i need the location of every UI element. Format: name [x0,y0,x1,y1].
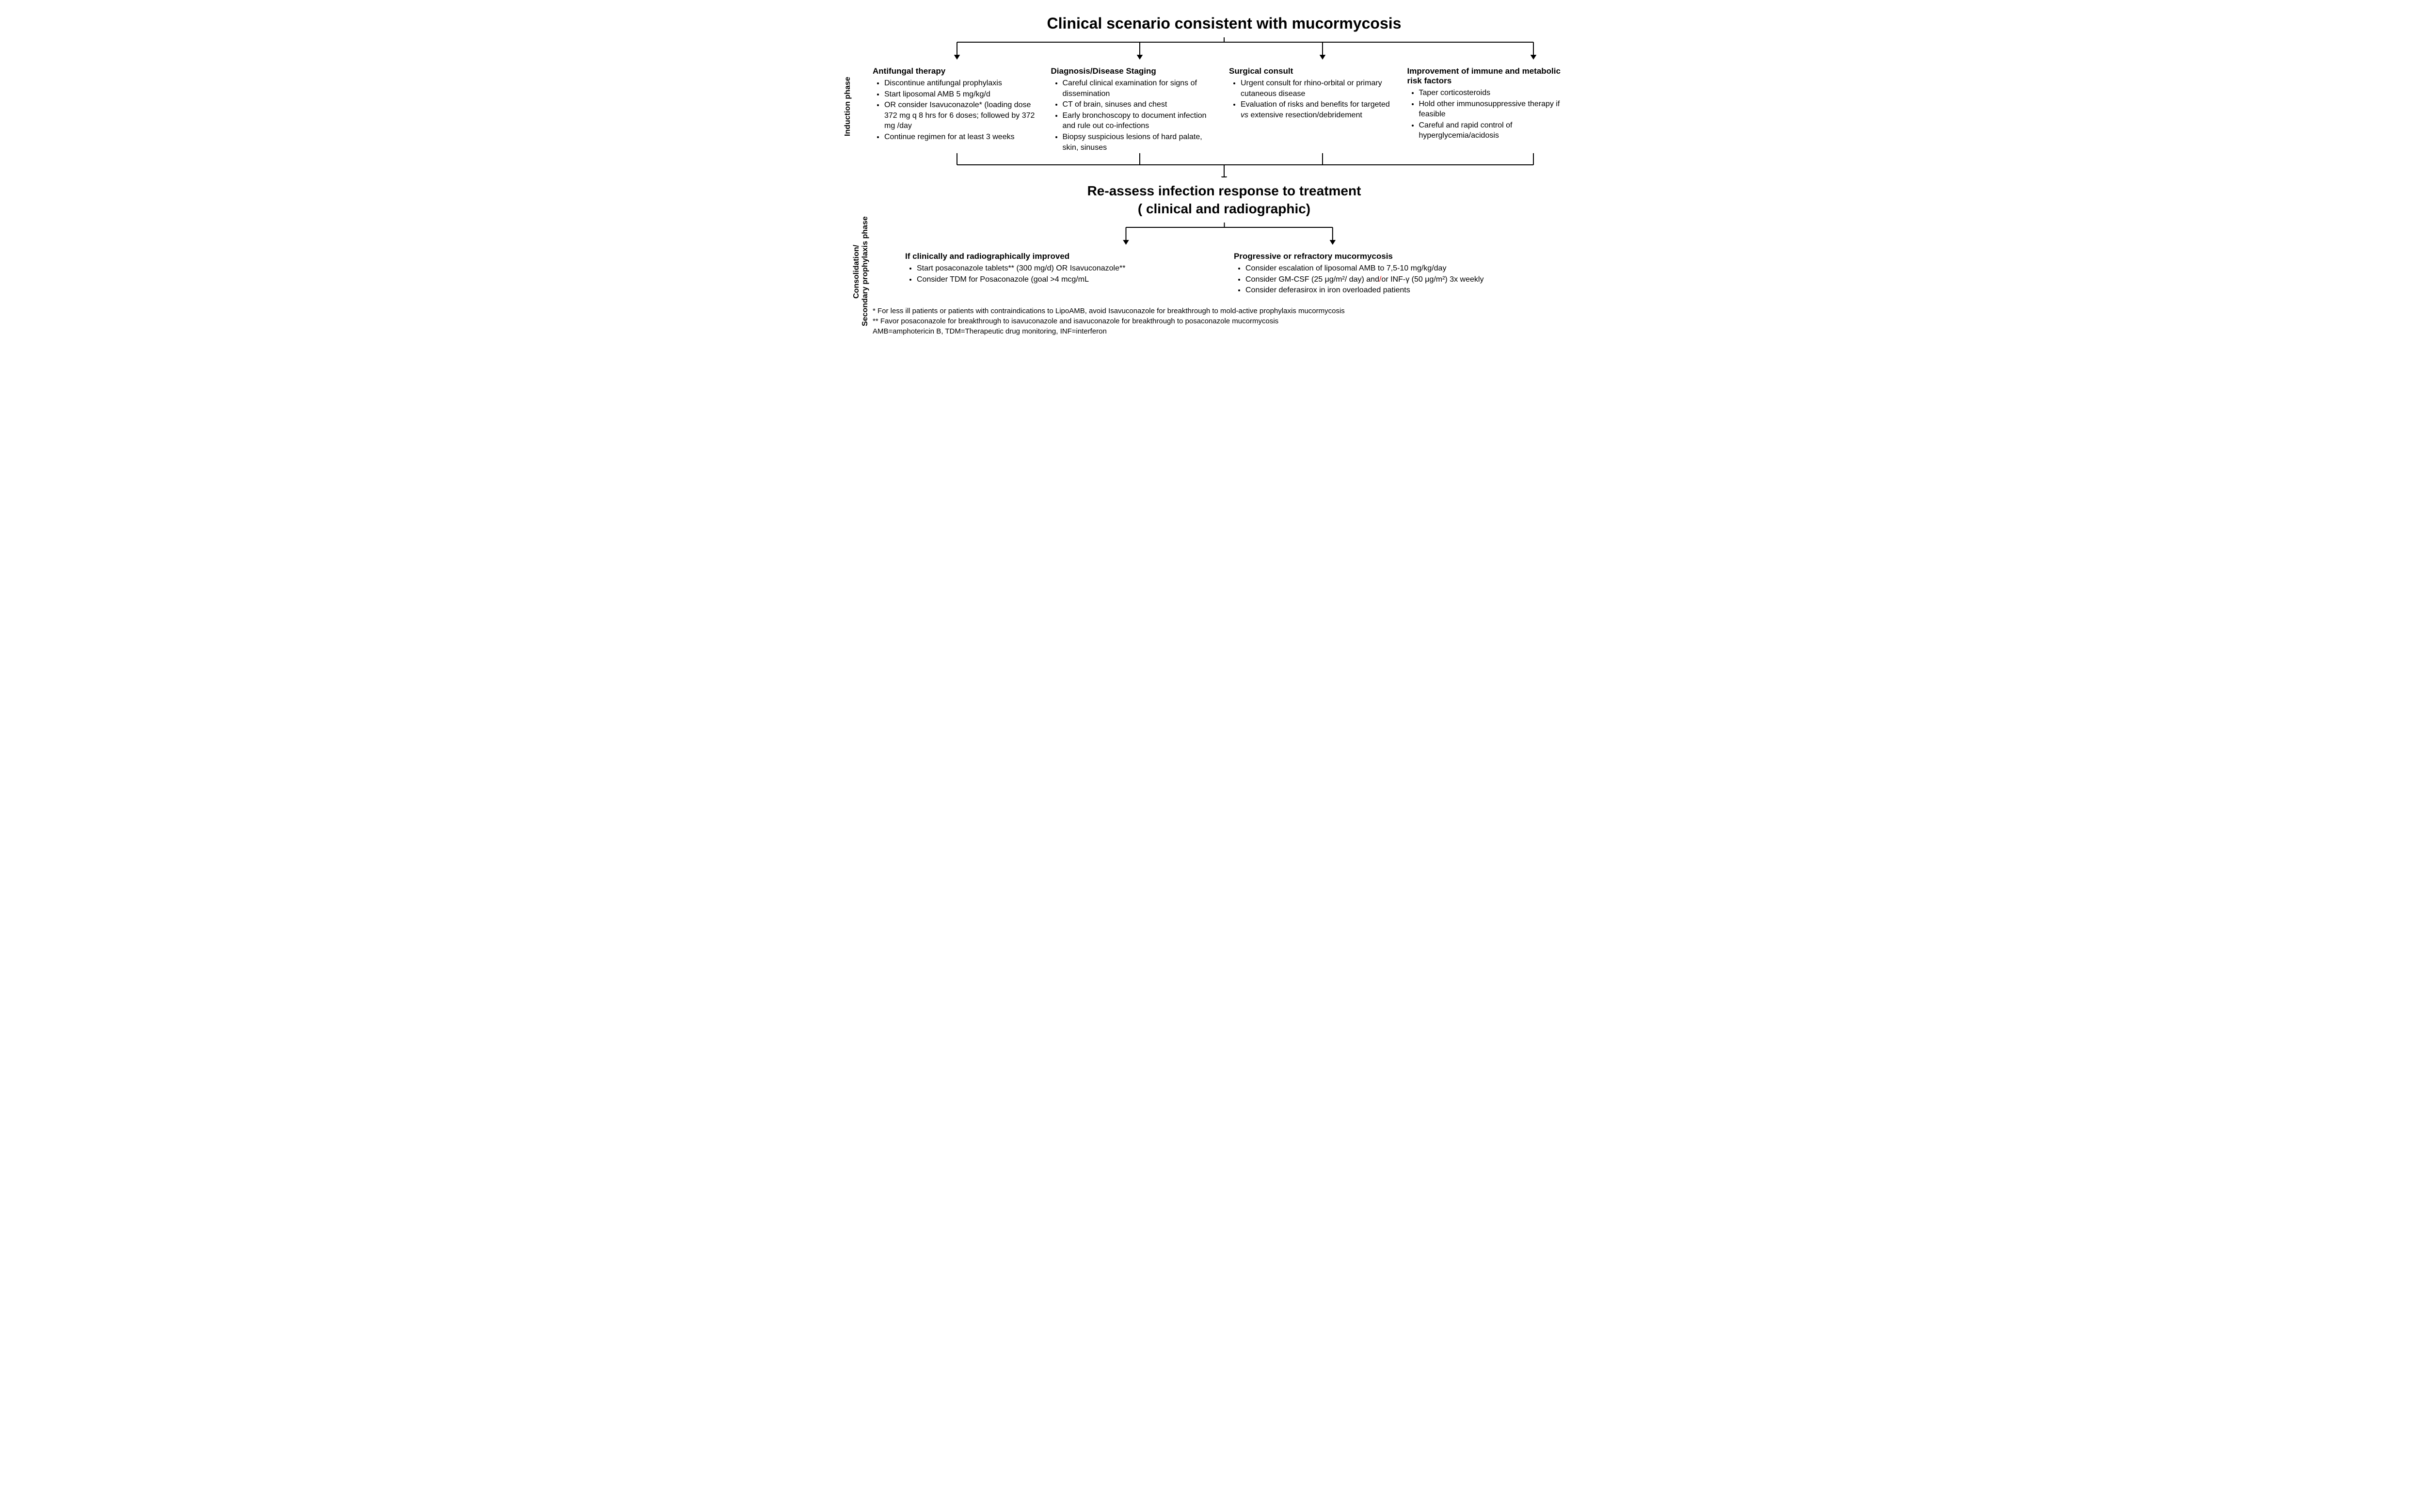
footnote-line: ** Favor posaconazole for breakthrough t… [873,316,1576,326]
phase-label-text: Induction phase [844,77,852,137]
column-title: Progressive or refractory mucormycosis [1234,252,1543,261]
column-bullets: Discontinue antifungal prophylaxisStart … [873,78,1041,143]
fanout-connector-4 [873,37,1576,62]
induction-column: Surgical consult Urgent consult for rhino… [1229,66,1398,153]
bullet-item: Consider escalation of liposomal AMB to … [1245,263,1543,274]
column-bullets: Consider escalation of liposomal AMB to … [1234,263,1543,296]
main-title: Clinical scenario consistent with mucorm… [873,15,1576,32]
bullet-item: Careful and rapid control of hyperglycem… [1419,120,1576,141]
bullet-item: Consider GM-CSF (25 μg/m²/ day) and/or I… [1245,274,1543,285]
flowchart-container: Induction phase Consolidation/ Secondary… [848,15,1576,336]
phase-label-text: Consolidation/ Secondary prophylaxis pha… [852,217,869,327]
consolidation-column: Progressive or refractory mucormycosis Co… [1234,252,1543,296]
footnotes: * For less ill patients or patients with… [873,306,1576,336]
bullet-item: Careful clinical examination for signs o… [1063,78,1220,99]
bullet-item: Discontinue antifungal prophylaxis [884,78,1041,89]
fanout-connector-2 [978,223,1470,247]
consolidation-row: If clinically and radiographically impro… [873,252,1576,296]
bullet-item: Start posaconazole tablets** (300 mg/d) … [917,263,1214,274]
induction-column: Antifungal therapy Discontinue antifungal… [873,66,1041,153]
induction-column: Improvement of immune and metabolic risk… [1407,66,1576,153]
footnote-line: AMB=amphotericin B, TDM=Therapeutic drug… [873,326,1576,336]
bullet-item: Hold other immunosuppressive therapy if … [1419,99,1576,120]
fanin-connector-4 [873,153,1576,177]
reassess-title: Re-assess infection response to treatmen… [873,182,1576,218]
bullet-item: Taper corticosteroids [1419,88,1576,98]
column-title: Diagnosis/Disease Staging [1051,66,1220,76]
consolidation-column: If clinically and radiographically impro… [905,252,1214,296]
column-title: Improvement of immune and metabolic risk… [1407,66,1576,86]
column-title: Surgical consult [1229,66,1398,76]
column-bullets: Taper corticosteroidsHold other immunosu… [1407,88,1576,141]
phase-label-induction: Induction phase [844,53,852,160]
content-area: Clinical scenario consistent with mucorm… [873,15,1576,336]
induction-row: Antifungal therapy Discontinue antifungal… [873,66,1576,153]
phase-label-consolidation: Consolidation/ Secondary prophylaxis pha… [844,199,870,344]
bullet-item: Continue regimen for at least 3 weeks [884,132,1041,143]
column-title: Antifungal therapy [873,66,1041,76]
footnote-line: * For less ill patients or patients with… [873,306,1576,316]
bullet-item: Consider deferasirox in iron overloaded … [1245,285,1543,296]
column-bullets: Careful clinical examination for signs o… [1051,78,1220,153]
bullet-item: Urgent consult for rhino-orbital or prim… [1241,78,1398,99]
bullet-item: Early bronchoscopy to document infection… [1063,111,1220,131]
bullet-item: OR consider Isavuconazole* (loading dose… [884,100,1041,131]
column-title: If clinically and radiographically impro… [905,252,1214,261]
column-bullets: Urgent consult for rhino-orbital or prim… [1229,78,1398,120]
column-bullets: Start posaconazole tablets** (300 mg/d) … [905,263,1214,285]
bullet-item: Start liposomal AMB 5 mg/kg/d [884,89,1041,100]
bullet-item: CT of brain, sinuses and chest [1063,99,1220,110]
bullet-item: Consider TDM for Posaconazole (goal >4 m… [917,274,1214,285]
induction-column: Diagnosis/Disease Staging Careful clinica… [1051,66,1220,153]
bullet-item: Biopsy suspicious lesions of hard palate… [1063,132,1220,153]
bullet-item: Evaluation of risks and benefits for tar… [1241,99,1398,120]
